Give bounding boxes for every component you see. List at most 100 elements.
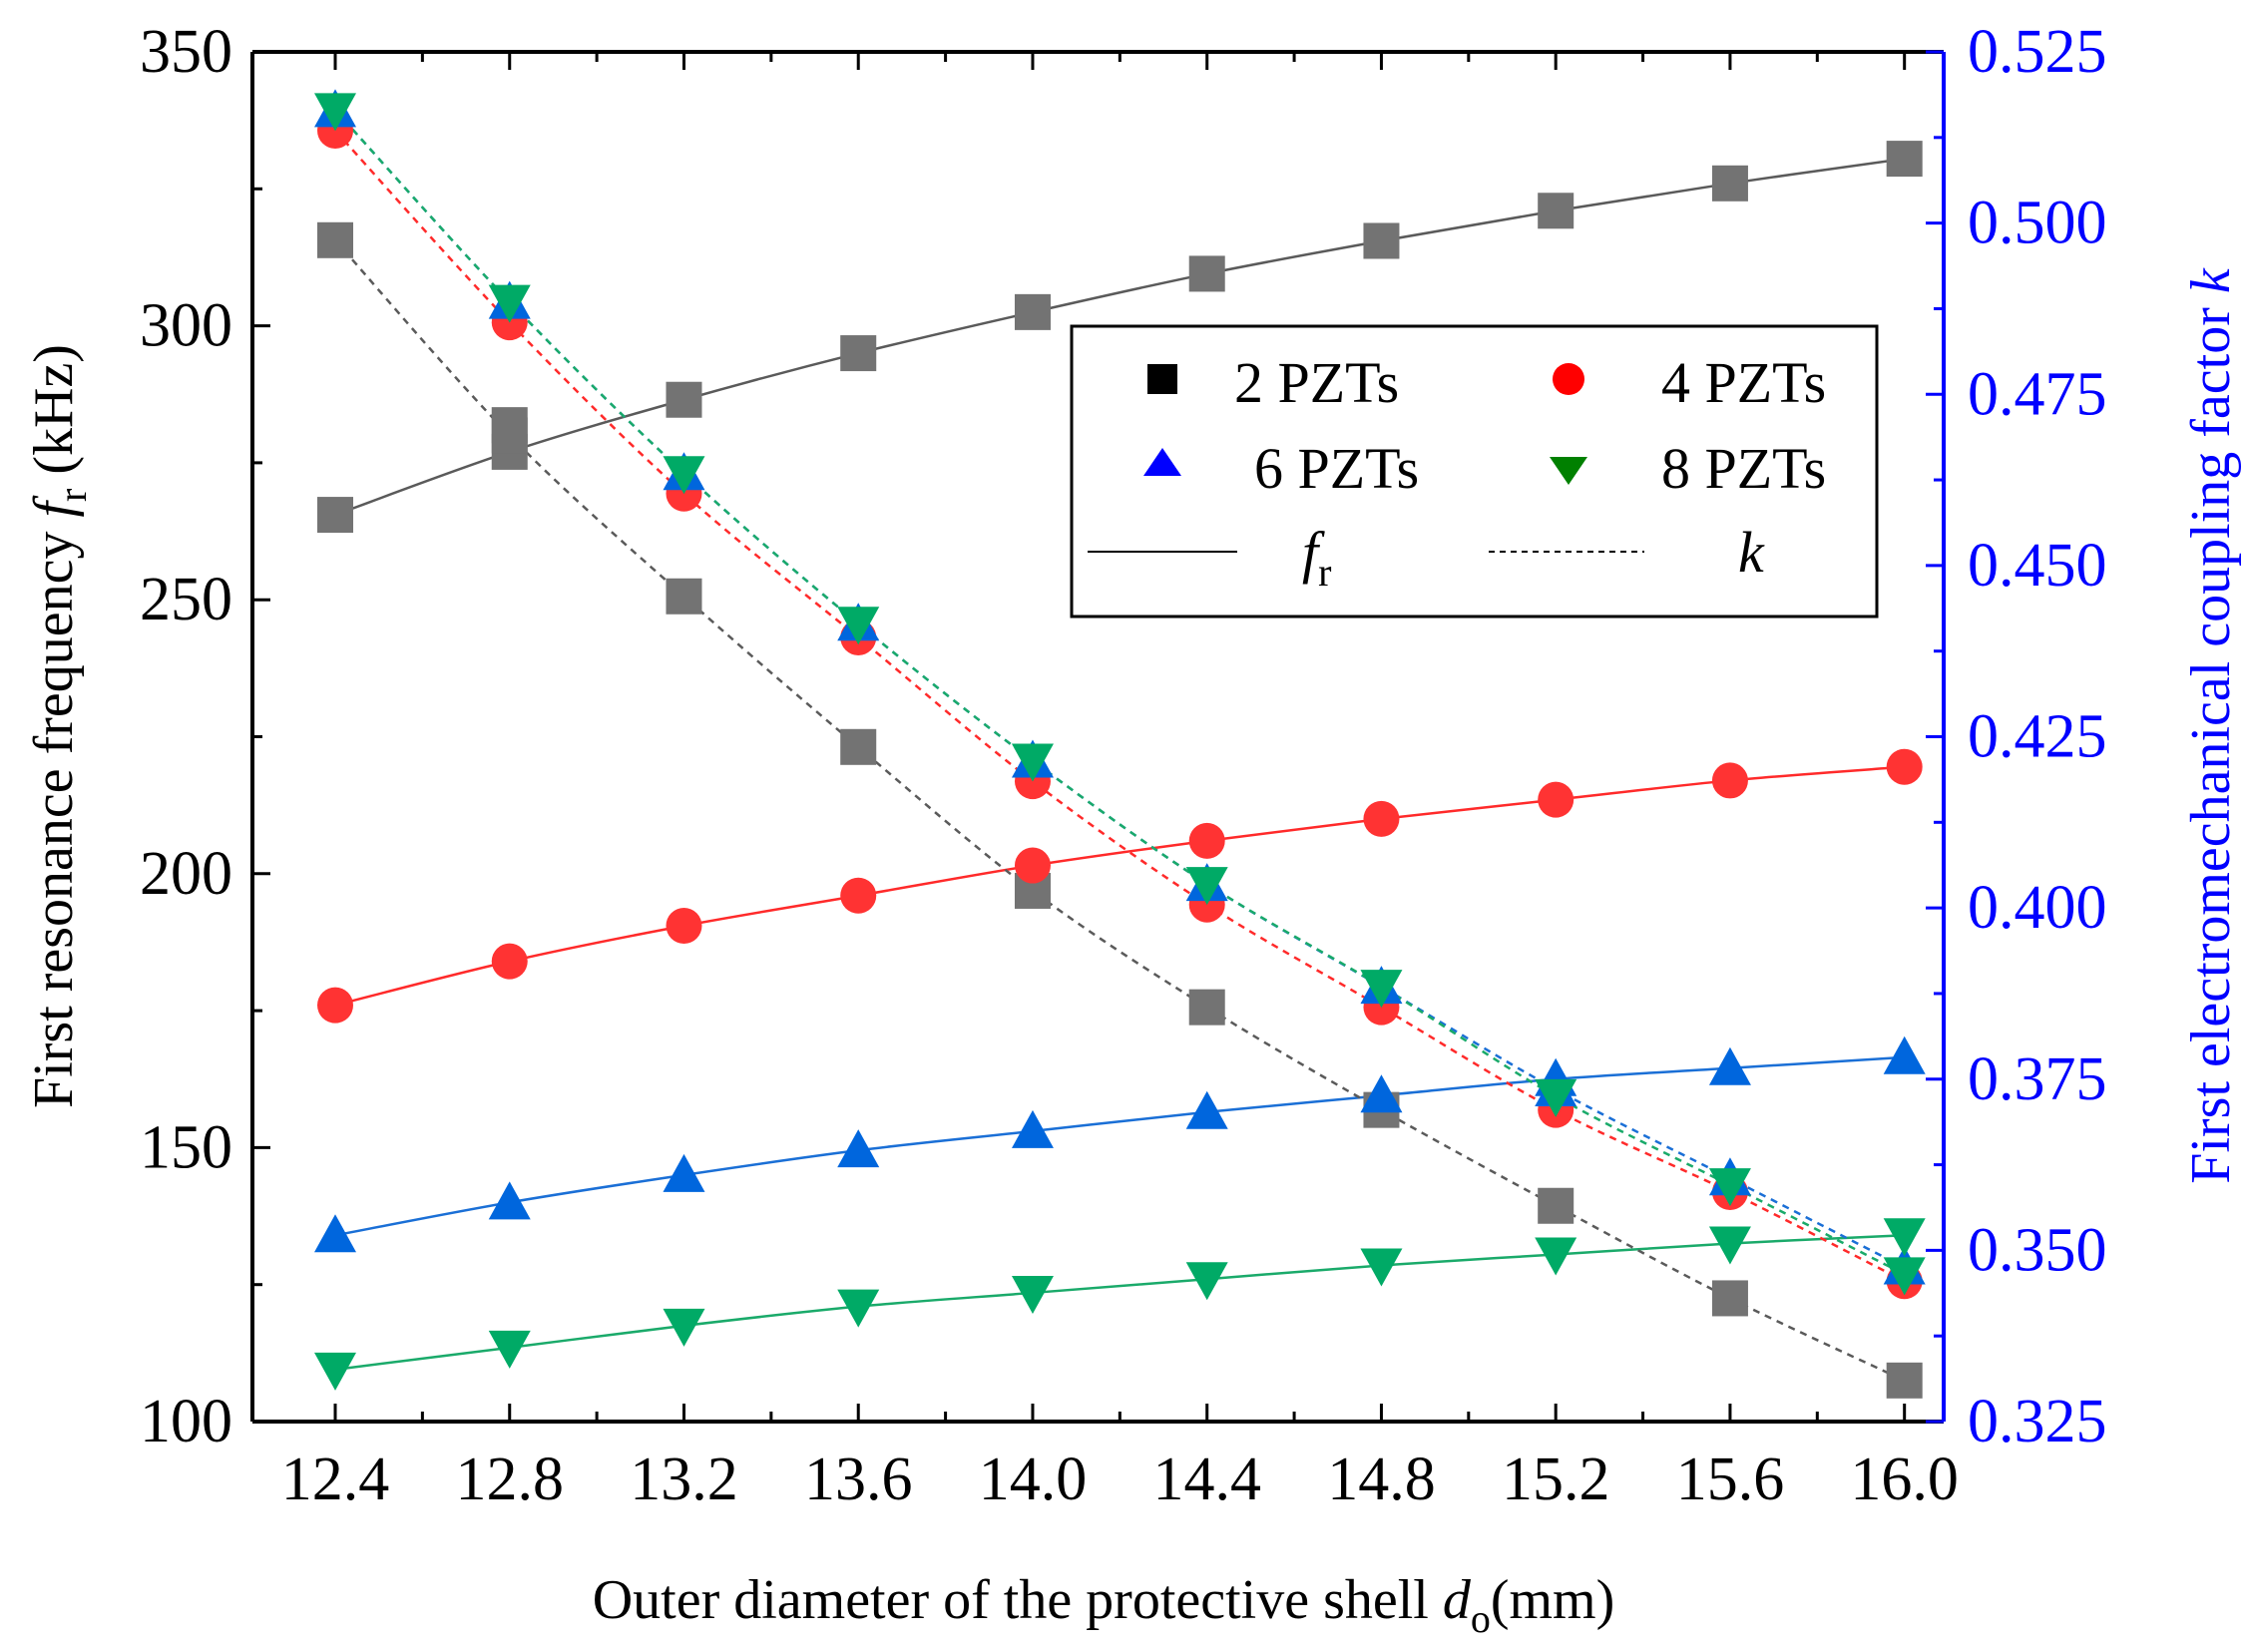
fr-point-8-pzts [663, 1308, 705, 1347]
fr-point-2-pzts [666, 381, 702, 418]
x-tick-label: 13.2 [630, 1446, 738, 1513]
k-point-2-pzts [1886, 1362, 1923, 1399]
fr-point-8-pzts [1360, 1248, 1403, 1287]
x-tick-label: 16.0 [1850, 1446, 1959, 1513]
data-markers [314, 89, 1926, 1399]
k-point-2-pzts [1188, 989, 1225, 1026]
fr-point-4-pzts [840, 877, 877, 914]
fr-point-8-pzts [1708, 1226, 1751, 1265]
x-tick-label: 12.4 [281, 1446, 390, 1513]
legend-label-8-pzts: 8 PZTs [1661, 436, 1826, 501]
y-left-tick-label: 100 [140, 1388, 232, 1455]
fr-point-6-pzts [488, 1181, 531, 1220]
legend-box [1070, 324, 1879, 619]
fr-line-6-pzts [334, 1055, 1905, 1237]
fr-point-2-pzts [1363, 222, 1400, 259]
y-left-axis-title: First resonance frequency fr (kHz) [23, 344, 95, 1108]
fr-point-6-pzts [314, 1214, 357, 1253]
fr-point-4-pzts [1363, 800, 1400, 837]
k-point-8-pzts [1011, 743, 1054, 782]
legend: 2 PZTs 4 PZTs 6 PZTs 8 PZTs fr k [1070, 324, 1879, 619]
fr-point-2-pzts [1711, 165, 1748, 202]
fr-point-2-pzts [1014, 293, 1051, 330]
k-point-8-pzts [314, 93, 357, 132]
x-tick-label: 14.0 [979, 1446, 1088, 1513]
fr-point-8-pzts [314, 1352, 357, 1391]
legend-marker-6-pzts [1143, 448, 1181, 476]
k-point-8-pzts [1535, 1078, 1577, 1117]
k-line-4-pzts [334, 130, 1906, 1283]
k-point-8-pzts [488, 284, 531, 323]
k-line-8-pzts [334, 109, 1906, 1276]
fr-point-6-pzts [1708, 1046, 1751, 1085]
y-right-axis-title: First electromechanical coupling factor … [2180, 267, 2242, 1184]
k-lines [334, 109, 1906, 1382]
fr-line-2-pzts [334, 157, 1905, 517]
x-tick-label: 13.6 [804, 1446, 913, 1513]
y-right-tick-label: 0.400 [1968, 874, 2107, 942]
y-right-tick-label: 0.375 [1968, 1045, 2107, 1113]
fr-point-8-pzts [488, 1330, 531, 1369]
x-tick-label: 14.8 [1327, 1446, 1436, 1513]
legend-label-2-pzts: 2 PZTs [1234, 350, 1399, 415]
k-point-2-pzts [666, 578, 702, 615]
x-tick-label: 15.6 [1676, 1446, 1785, 1513]
fr-lines [334, 157, 1905, 1372]
legend-label-4-pzts: 4 PZTs [1661, 350, 1826, 415]
k-line-2-pzts [334, 238, 1906, 1382]
fr-line-4-pzts [334, 765, 1905, 1007]
fr-point-4-pzts [666, 907, 702, 944]
y-right-tick-label: 0.525 [1968, 18, 2107, 86]
fr-point-2-pzts [840, 335, 877, 372]
fr-point-6-pzts [1011, 1109, 1054, 1148]
fr-point-4-pzts [317, 987, 354, 1024]
fr-point-2-pzts [1188, 255, 1225, 292]
y-left-tick-label: 150 [140, 1113, 232, 1181]
legend-label-6-pzts: 6 PZTs [1254, 436, 1419, 501]
fr-point-6-pzts [1360, 1074, 1403, 1113]
y-right-tick-label: 0.500 [1968, 190, 2107, 257]
x-tick-label: 15.2 [1502, 1446, 1610, 1513]
legend-marker-4-pzts [1553, 363, 1584, 395]
k-point-2-pzts [1538, 1187, 1574, 1224]
y-right-tick-label: 0.425 [1968, 703, 2107, 771]
y-right-tick-label: 0.450 [1968, 532, 2107, 600]
fr-point-8-pzts [1883, 1218, 1926, 1257]
fr-point-4-pzts [1538, 781, 1574, 818]
fr-point-8-pzts [1011, 1275, 1054, 1314]
y-right-tick-label: 0.350 [1968, 1216, 2107, 1284]
k-point-2-pzts [1711, 1280, 1748, 1317]
x-tick-label: 14.4 [1152, 1446, 1261, 1513]
y-left-tick-label: 200 [140, 840, 232, 908]
fr-point-4-pzts [1886, 748, 1923, 785]
fr-point-4-pzts [1014, 847, 1051, 884]
fr-point-8-pzts [1535, 1237, 1577, 1276]
k-point-8-pzts [1883, 1257, 1926, 1296]
k-point-8-pzts [1708, 1168, 1751, 1207]
y-left-tick-label: 250 [140, 566, 232, 633]
k-point-8-pzts [663, 456, 705, 495]
y-right-tick-label: 0.325 [1968, 1388, 2107, 1455]
fr-point-2-pzts [317, 497, 354, 534]
fr-point-4-pzts [1188, 822, 1225, 859]
fr-point-4-pzts [1711, 762, 1748, 799]
k-point-2-pzts [491, 407, 528, 444]
legend-marker-2-pzts [1147, 364, 1177, 394]
fr-point-4-pzts [491, 943, 528, 980]
fr-point-8-pzts [837, 1289, 880, 1328]
k-point-2-pzts [317, 221, 354, 258]
k-point-8-pzts [1185, 867, 1228, 906]
y-right-tick-label: 0.475 [1968, 360, 2107, 428]
fr-point-6-pzts [1883, 1035, 1926, 1074]
fr-point-6-pzts [663, 1153, 705, 1192]
k-point-2-pzts [840, 728, 877, 765]
y-left-tick-label: 300 [140, 292, 232, 360]
x-tick-label: 12.8 [455, 1446, 564, 1513]
ticks: 12.4 12.8 13.2 13.6 14.0 14.4 14.8 15.2 15.6 16.0… [140, 18, 2107, 1513]
fr-line-8-pzts [334, 1234, 1905, 1372]
fr-point-2-pzts [1538, 193, 1574, 229]
fr-point-8-pzts [1185, 1262, 1228, 1301]
k-point-8-pzts [1360, 970, 1403, 1009]
fr-point-2-pzts [1886, 141, 1923, 178]
